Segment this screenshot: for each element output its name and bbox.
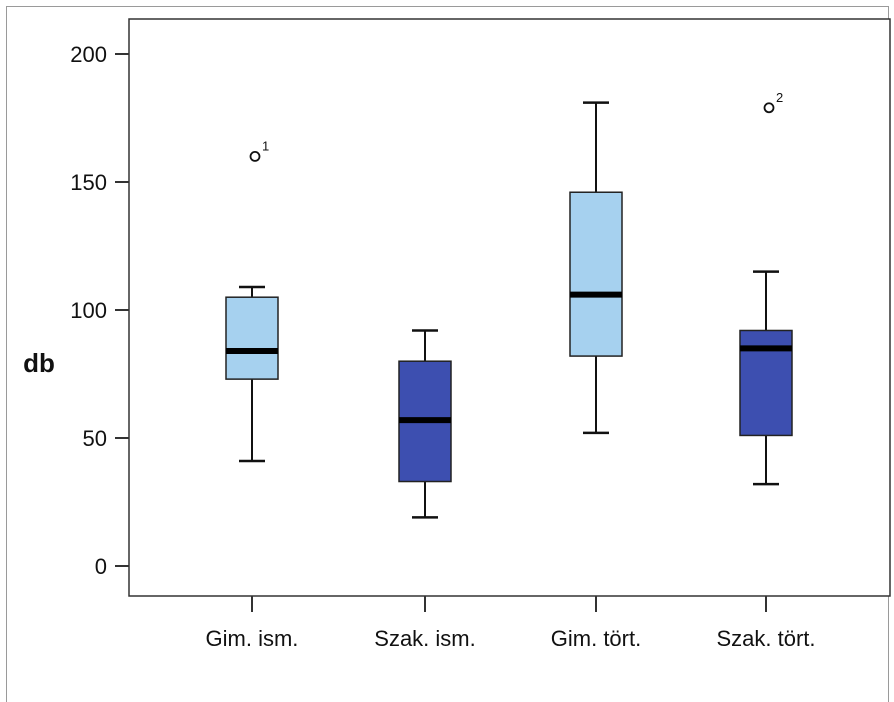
box-iqr bbox=[569, 191, 623, 357]
y-tick-label: 150 bbox=[70, 170, 107, 195]
y-axis-label: db bbox=[23, 348, 55, 378]
outlier-label: 1 bbox=[262, 138, 269, 153]
y-tick-label: 200 bbox=[70, 42, 107, 67]
boxes: 12 bbox=[225, 90, 793, 519]
x-axis: Gim. ism. Szak. ism. Gim. tört. Szak. tört. bbox=[206, 596, 816, 651]
x-tick-label: Gim. tört. bbox=[551, 626, 641, 651]
outlier-point bbox=[763, 102, 775, 114]
box-group bbox=[569, 101, 623, 435]
y-tick-label: 100 bbox=[70, 298, 107, 323]
x-tick-label: Gim. ism. bbox=[206, 626, 299, 651]
x-tick-label: Szak. ism. bbox=[374, 626, 475, 651]
outlier-label: 2 bbox=[776, 90, 783, 105]
outlier-point bbox=[249, 150, 261, 162]
box-group: 2 bbox=[739, 90, 793, 486]
box-iqr bbox=[225, 296, 279, 380]
x-tick-label: Szak. tört. bbox=[716, 626, 815, 651]
y-tick-label: 50 bbox=[83, 426, 107, 451]
box-group bbox=[398, 329, 452, 519]
box-group: 1 bbox=[225, 138, 279, 463]
y-axis: 0 50 100 150 200 bbox=[70, 42, 129, 579]
y-tick-label: 0 bbox=[95, 554, 107, 579]
